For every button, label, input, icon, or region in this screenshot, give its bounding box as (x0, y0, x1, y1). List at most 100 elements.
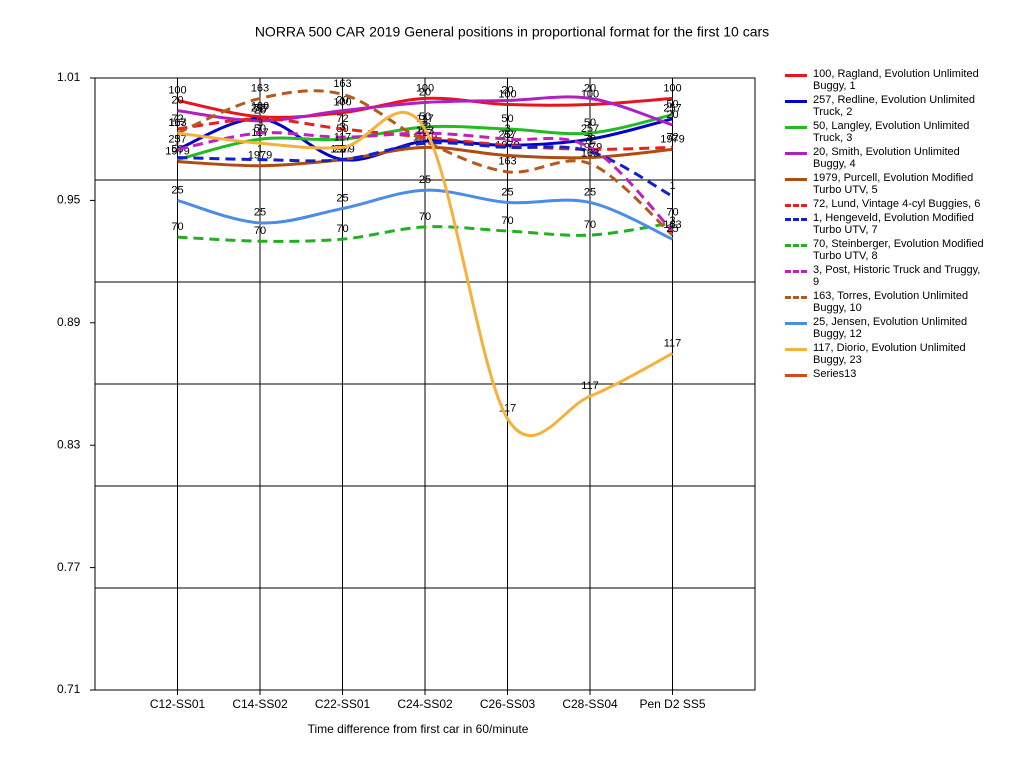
chart-title: NORRA 500 CAR 2019 General positions in … (255, 24, 769, 40)
point-label: 20 (336, 95, 348, 107)
y-tick-label: 0.77 (57, 560, 81, 574)
legend-item: 72, Lund, Vintage 4-cyl Buggies, 6 (785, 198, 985, 210)
point-label: 72 (254, 103, 266, 115)
legend-label: 257, Redline, Evolution Unlimited Truck,… (813, 94, 976, 118)
point-label: 72 (666, 131, 678, 143)
series-line (177, 188, 674, 241)
legend-item: 70, Steinberger, Evolution Modified Turb… (785, 238, 985, 262)
point-label: 70 (584, 219, 596, 231)
point-label: 1 (669, 180, 675, 192)
point-label: 25 (336, 192, 348, 204)
y-tick-label: 0.83 (57, 437, 81, 451)
point-label: 117 (581, 380, 599, 392)
legend-label: 117, Diorio, Evolution Unlimited Buggy, … (813, 342, 966, 366)
point-label: 50 (419, 111, 431, 123)
point-label: 3 (587, 131, 593, 143)
point-label: 70 (254, 225, 266, 237)
point-label: 25 (666, 223, 678, 235)
point-label: 50 (501, 113, 513, 125)
point-label: 70 (171, 221, 183, 233)
point-label: 70 (501, 215, 513, 227)
legend-swatch (785, 218, 807, 221)
legend: 100, Ragland, Evolution Unlimited Buggy,… (785, 68, 985, 382)
point-label: 3 (257, 117, 263, 129)
legend-swatch (785, 296, 807, 299)
point-label: 25 (584, 186, 596, 198)
point-label: 20 (171, 95, 183, 107)
series-line (177, 111, 674, 437)
point-label: 163 (333, 78, 351, 90)
legend-item: 117, Diorio, Evolution Unlimited Buggy, … (785, 342, 985, 366)
series-line (177, 131, 674, 233)
series-line (177, 145, 673, 168)
legend-item: 3, Post, Historic Truck and Truggy, 9 (785, 264, 985, 288)
point-label: 257 (663, 103, 681, 115)
point-label: 3 (339, 121, 345, 133)
point-label: 100 (251, 101, 269, 113)
legend-label: 1979, Purcell, Evolution Modified Turbo … (813, 172, 974, 196)
legend-label: 1, Hengeveld, Evolution Modified Turbo U… (813, 212, 974, 236)
legend-item: 25, Jensen, Evolution Unlimited Buggy, 1… (785, 316, 985, 340)
point-label: 163 (498, 156, 516, 168)
point-label: 25 (501, 186, 513, 198)
legend-label: 100, Ragland, Evolution Unlimited Buggy,… (813, 68, 979, 92)
point-label: 72 (336, 113, 348, 125)
legend-item: 257, Redline, Evolution Unlimited Truck,… (785, 94, 985, 118)
point-label: 70 (666, 207, 678, 219)
y-tick-label: 1.01 (57, 70, 81, 84)
legend-swatch (785, 204, 807, 207)
point-label: 100 (168, 84, 186, 96)
point-label: 70 (336, 223, 348, 235)
point-label: 50 (171, 144, 183, 156)
point-label: 3 (669, 215, 675, 227)
point-label: 163 (663, 219, 681, 231)
point-label: 20 (419, 86, 431, 98)
point-label: 257 (251, 103, 269, 115)
legend-item: Series13 (785, 368, 985, 380)
legend-label: 163, Torres, Evolution Unlimited Buggy, … (813, 290, 969, 314)
point-label: 257 (168, 133, 186, 145)
legend-swatch (785, 244, 807, 247)
point-label: 1 (339, 144, 345, 156)
x-tick-label: C26-SS03 (480, 697, 536, 711)
legend-label: 72, Lund, Vintage 4-cyl Buggies, 6 (813, 198, 981, 210)
legend-swatch (785, 74, 807, 77)
point-label: 70 (419, 211, 431, 223)
series-line (177, 96, 673, 119)
legend-label: Series13 (813, 368, 857, 380)
x-tick-label: C12-SS01 (150, 697, 206, 711)
legend-item: 20, Smith, Evolution Unlimited Buggy, 4 (785, 146, 985, 170)
series-line (177, 141, 674, 198)
legend-label: 25, Jensen, Evolution Unlimited Buggy, 1… (813, 316, 968, 340)
legend-swatch (785, 126, 807, 129)
x-tick-label: C22-SS01 (315, 697, 371, 711)
point-label: 163 (581, 148, 599, 160)
point-label: 3 (174, 133, 180, 145)
series-line (177, 95, 673, 127)
point-label: 25 (419, 174, 431, 186)
point-label: 20 (584, 82, 596, 94)
y-tick-label: 0.89 (57, 315, 81, 329)
point-label: 100 (498, 88, 516, 100)
point-label: 1 (504, 131, 510, 143)
point-label: 3 (504, 123, 510, 135)
legend-swatch (785, 348, 807, 351)
legend-swatch (785, 322, 807, 325)
point-label: 72 (171, 113, 183, 125)
x-tick-label: C28-SS04 (562, 697, 618, 711)
point-label: 117 (169, 117, 187, 129)
point-label: 25 (254, 207, 266, 219)
y-tick-label: 0.95 (57, 193, 81, 207)
point-label: 1 (174, 141, 180, 153)
legend-swatch (785, 178, 807, 181)
x-axis-label: Time difference from first car in 60/min… (308, 722, 529, 736)
legend-swatch (785, 100, 807, 103)
legend-swatch (785, 152, 807, 155)
legend-label: 70, Steinberger, Evolution Modified Turb… (813, 238, 984, 262)
point-label: 25 (171, 184, 183, 196)
legend-item: 100, Ragland, Evolution Unlimited Buggy,… (785, 68, 985, 92)
point-label: 117 (251, 127, 269, 139)
x-tick-label: C24-SS02 (397, 697, 453, 711)
y-tick-label: 0.71 (57, 682, 81, 696)
point-label: 117 (664, 337, 682, 349)
